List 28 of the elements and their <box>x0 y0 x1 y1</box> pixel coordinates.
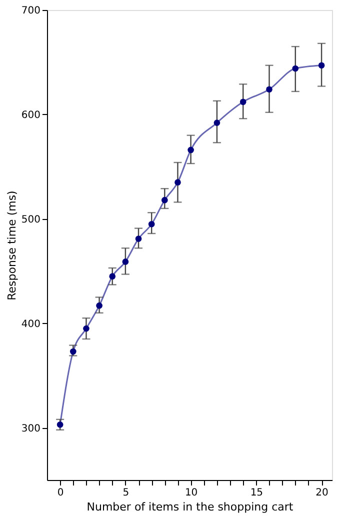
point <box>214 120 220 126</box>
point <box>240 98 246 106</box>
point <box>266 86 272 93</box>
y-tick-label: 400 <box>21 318 40 330</box>
y-tick-label: 700 <box>21 6 40 16</box>
x-tick-label: 10 <box>184 488 198 498</box>
x-tick-label: 15 <box>250 488 264 498</box>
y-tick-label: 500 <box>21 214 40 226</box>
point <box>188 146 194 154</box>
point <box>174 179 181 186</box>
point <box>122 258 129 265</box>
x-tick-label: 5 <box>122 488 130 498</box>
x-axis-title: Number of items in the shopping cart <box>86 500 294 514</box>
x-tick-label: 0 <box>57 488 64 498</box>
point <box>292 65 299 72</box>
point <box>318 62 325 69</box>
y-axis-title: Response time (ms) <box>5 190 18 300</box>
point <box>148 220 155 228</box>
point <box>70 348 76 355</box>
point <box>109 273 116 280</box>
x-tick-label: 20 <box>316 488 328 498</box>
point <box>135 236 142 242</box>
y-tick-label: 300 <box>21 423 40 434</box>
y-tick-label: 600 <box>21 110 40 121</box>
point <box>96 302 102 309</box>
point <box>83 325 90 332</box>
point <box>56 421 64 428</box>
point <box>162 196 168 204</box>
